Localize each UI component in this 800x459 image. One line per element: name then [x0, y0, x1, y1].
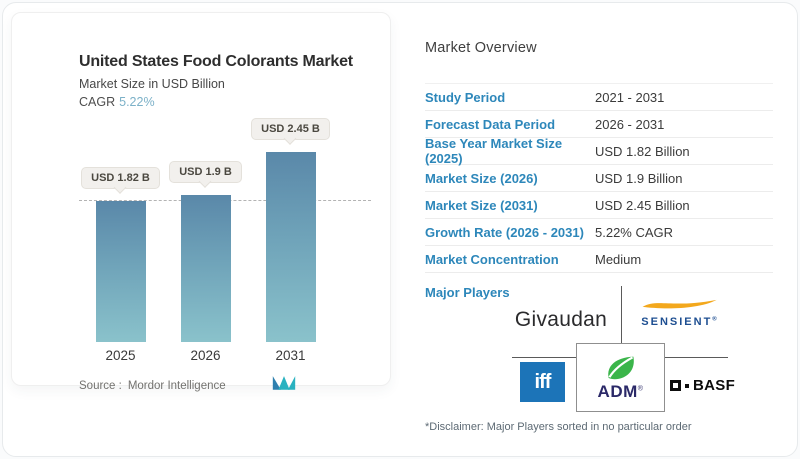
x-tick-2031: 2031: [275, 348, 306, 363]
bar-2025: [95, 201, 146, 342]
table-row: Market Size (2031) USD 2.45 Billion: [425, 192, 773, 219]
x-axis-labels: 2025 2026 2031: [79, 348, 370, 363]
table-row: Study Period 2021 - 2031: [425, 84, 773, 111]
table-row: Market Concentration Medium: [425, 246, 773, 273]
row-label: Study Period: [425, 89, 506, 105]
major-players-label: Major Players: [425, 285, 510, 300]
row-value: 5.22% CAGR: [595, 224, 674, 240]
row-value: USD 1.9 Billion: [595, 170, 683, 186]
iff-wordmark: iff: [534, 370, 552, 393]
row-label: Growth Rate (2026 - 2031): [425, 224, 584, 240]
market-overview-panel: Market Overview Study Period 2021 - 2031…: [425, 40, 773, 300]
disclaimer-text: *Disclaimer: Major Players sorted in no …: [425, 421, 692, 433]
card-footer: Source : Mordor Intelligence: [79, 376, 371, 396]
major-players-logos: Givaudan SENSIENT® ADM® iff BASF: [490, 284, 770, 419]
sensient-swoosh-icon: [642, 299, 717, 309]
vertical-divider: [621, 286, 622, 343]
basf-dot-icon: [685, 383, 689, 388]
bar-column-2031: USD 2.45 B: [249, 118, 332, 342]
horizontal-divider-right: [665, 357, 728, 358]
row-value: Medium: [595, 251, 642, 267]
bar-2026: [180, 195, 231, 342]
chart-subtitle: Market Size in USD Billion: [79, 77, 225, 91]
horizontal-divider-left: [512, 357, 576, 358]
givaudan-logo: Givaudan: [514, 308, 608, 331]
basf-square-icon: [670, 380, 681, 391]
chart-title: United States Food Colorants Market: [79, 53, 353, 70]
bar-2031: [265, 152, 316, 342]
table-row: Market Size (2026) USD 1.9 Billion: [425, 165, 773, 192]
bar-value-label: USD 1.82 B: [81, 167, 160, 189]
sensient-wordmark: SENSIENT®: [641, 316, 719, 328]
mordor-intelligence-logo-icon: [272, 374, 296, 396]
table-row: Forecast Data Period 2026 - 2031: [425, 111, 773, 138]
x-tick-2025: 2025: [105, 348, 136, 363]
basf-logo: BASF: [670, 377, 735, 394]
bar-column-2025: USD 1.82 B: [79, 118, 162, 342]
bars-row: USD 1.82 B USD 1.9 B USD 2.45 B: [79, 118, 371, 342]
overview-heading: Market Overview: [425, 40, 537, 56]
sensient-logo: SENSIENT®: [630, 298, 730, 328]
table-row: Growth Rate (2026 - 2031) 5.22% CAGR: [425, 219, 773, 246]
adm-wordmark: ADM®: [597, 382, 644, 401]
row-label: Market Size (2031): [425, 197, 538, 213]
row-label: Forecast Data Period: [425, 116, 556, 132]
source-label: Source :: [79, 380, 122, 392]
cagr-label: CAGR: [79, 95, 116, 109]
cagr-line: CAGR 5.22%: [79, 95, 370, 109]
bar-value-label: USD 2.45 B: [251, 118, 330, 140]
source-name: Mordor Intelligence: [127, 380, 226, 392]
row-label: Market Concentration: [425, 251, 559, 267]
row-label: Market Size (2026): [425, 170, 538, 186]
adm-logo: ADM®: [576, 343, 665, 412]
row-value: 2021 - 2031: [595, 89, 665, 105]
adm-leaf-icon: [607, 356, 634, 380]
cagr-value: 5.22%: [119, 95, 155, 109]
row-value: USD 2.45 Billion: [595, 197, 690, 213]
bar-value-label: USD 1.9 B: [169, 161, 242, 183]
iff-logo: iff: [520, 362, 565, 402]
bar-chart-plot: USD 1.82 B USD 1.9 B USD 2.45 B: [79, 117, 371, 342]
source-line: Source : Mordor Intelligence: [79, 380, 226, 392]
x-tick-2026: 2026: [190, 348, 221, 363]
row-value: 2026 - 2031: [595, 116, 665, 132]
row-value: USD 1.82 Billion: [595, 143, 690, 159]
bar-column-2026: USD 1.9 B: [164, 118, 247, 342]
chart-card: United States Food Colorants Market Mark…: [11, 12, 391, 392]
row-label: Base Year Market Size (2025): [425, 136, 563, 166]
basf-wordmark: BASF: [693, 377, 736, 394]
overview-table: Study Period 2021 - 2031 Forecast Data P…: [425, 83, 773, 273]
table-row: Base Year Market Size (2025) USD 1.82 Bi…: [425, 136, 773, 166]
